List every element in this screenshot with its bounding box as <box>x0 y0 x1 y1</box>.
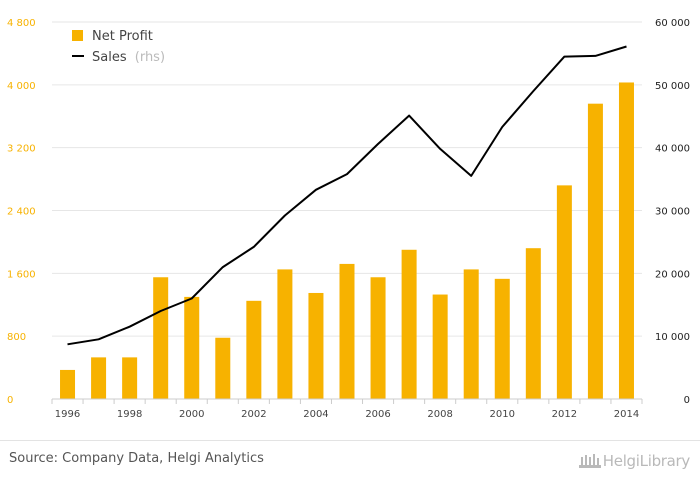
legend-net-profit-label[interactable]: Net Profit <box>92 29 153 44</box>
net-profit-bar[interactable] <box>557 185 572 399</box>
net-profit-bar[interactable] <box>464 269 479 399</box>
x-tick-label: 2012 <box>552 409 577 420</box>
net-profit-bar[interactable] <box>433 295 448 399</box>
left-y-tick-label: 0 <box>7 395 13 406</box>
net-profit-bar[interactable] <box>619 82 634 399</box>
left-y-tick-label: 1 600 <box>7 269 36 280</box>
x-tick-label: 2004 <box>303 409 328 420</box>
net-profit-bar[interactable] <box>184 297 199 399</box>
right-y-tick-label: 30 000 <box>655 207 690 218</box>
legend: Net Profit Sales (rhs) <box>72 29 165 65</box>
x-tick-label: 2002 <box>241 409 266 420</box>
net-profit-bar[interactable] <box>91 357 106 399</box>
helgi-library-logo[interactable]: HelgiLibrary <box>577 449 690 473</box>
net-profit-bar[interactable] <box>495 279 510 399</box>
logo-text: HelgiLibrary <box>603 452 690 470</box>
library-building-icon <box>577 451 603 471</box>
x-tick-label: 2014 <box>614 409 639 420</box>
left-y-tick-label: 800 <box>7 332 26 343</box>
net-profit-bar[interactable] <box>277 269 292 399</box>
svg-text:Sales (rhs)[interactable]: Sales (rhs) <box>92 50 165 65</box>
legend-sales-rhs-note: (rhs) <box>135 50 165 65</box>
net-profit-bar[interactable] <box>371 277 386 399</box>
legend-sales-label: Sales <box>92 50 127 65</box>
footer: Source: Company Data, Helgi Analytics He… <box>0 440 700 484</box>
left-y-tick-label: 4 800 <box>7 18 36 29</box>
net-profit-bar[interactable] <box>246 301 261 399</box>
right-y-tick-label: 20 000 <box>655 269 690 280</box>
left-y-tick-label: 2 400 <box>7 207 36 218</box>
x-tick-label: 2008 <box>427 409 452 420</box>
right-y-tick-label: 50 000 <box>655 81 690 92</box>
right-y-tick-label: 40 000 <box>655 144 690 155</box>
right-y-axis: 0 10 000 20 000 30 000 40 000 50 000 60 000 <box>655 18 690 406</box>
chart: 0 800 1 600 2 400 3 200 4 000 4 800 0 10 000 20 … <box>0 0 700 440</box>
right-y-tick-label: 0 <box>684 395 690 406</box>
net-profit-bar[interactable] <box>308 293 323 399</box>
net-profit-bar[interactable] <box>340 264 355 399</box>
x-tick-label: 1998 <box>117 409 142 420</box>
x-tick-label: 2006 <box>365 409 390 420</box>
net-profit-bar[interactable] <box>153 277 168 399</box>
net-profit-bar[interactable] <box>588 104 603 399</box>
right-y-tick-label: 10 000 <box>655 332 690 343</box>
net-profit-bar[interactable] <box>402 250 417 399</box>
right-y-tick-label: 60 000 <box>655 18 690 29</box>
source-note: Source: Company Data, Helgi Analytics <box>9 451 264 466</box>
left-y-axis: 0 800 1 600 2 400 3 200 4 000 4 800 <box>7 18 36 406</box>
left-y-tick-label: 3 200 <box>7 144 36 155</box>
net-profit-bar[interactable] <box>215 338 230 399</box>
x-tick-label: 1996 <box>55 409 80 420</box>
net-profit-bar[interactable] <box>60 370 75 399</box>
x-tick-label: 2000 <box>179 409 204 420</box>
net-profit-bar[interactable] <box>122 357 137 399</box>
x-axis: 1996 1998 2000 2002 2004 2006 2008 2010 2012 2014 <box>52 399 642 420</box>
legend-net-profit-swatch <box>72 30 83 41</box>
net-profit-bar[interactable] <box>526 248 541 399</box>
net-profit-bars <box>60 82 634 399</box>
left-y-tick-label: 4 000 <box>7 81 36 92</box>
x-tick-label: 2010 <box>490 409 515 420</box>
